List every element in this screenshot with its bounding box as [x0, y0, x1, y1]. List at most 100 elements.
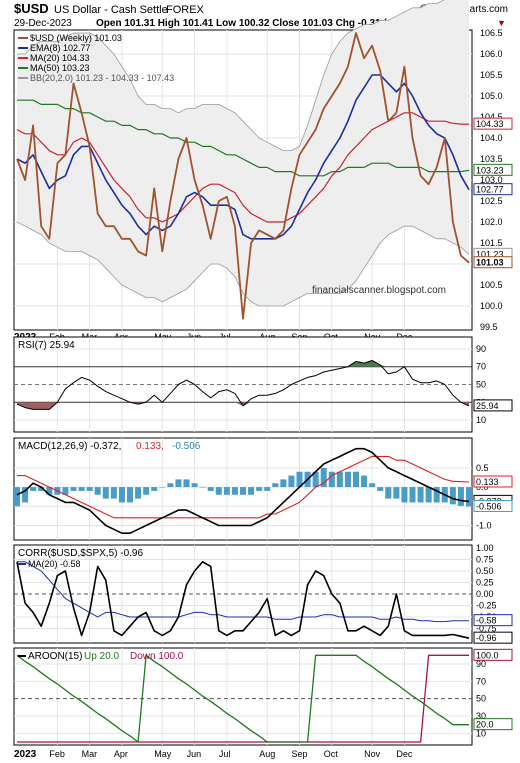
- price-tick-label: 102.0: [480, 217, 503, 227]
- macd-hist-bar: [38, 487, 45, 491]
- macd-hist-bar: [191, 483, 198, 488]
- rsi-tick-label: 50: [476, 380, 486, 390]
- ma50-value-tag: [473, 163, 513, 176]
- corr-tick-label: 0.25: [476, 578, 494, 588]
- price-tick-label: 104.5: [480, 112, 503, 122]
- corr-ma-value-tag-label: -0.58: [476, 616, 497, 626]
- bottom-month-label: Sep: [292, 749, 308, 759]
- macd-hist-bar: [102, 487, 109, 499]
- date-label: 29-Dec-2023: [14, 18, 72, 29]
- macd-hist-bar: [280, 479, 287, 488]
- aroon-tick-label: 50: [476, 694, 486, 704]
- aroon-tick-label: 90: [476, 659, 486, 669]
- bb-lower-line: [16, 221, 470, 307]
- macd-hist-bar: [86, 487, 93, 491]
- aroon-down-legend: Down 100.0: [130, 651, 184, 662]
- rsi-value-tag: [473, 399, 513, 412]
- price-tick-label: 106.0: [480, 49, 503, 59]
- macd-hist-bar: [352, 471, 360, 488]
- macd-hist-bar: [94, 487, 101, 495]
- rsi-overbought-fill: [17, 360, 469, 367]
- price-value-tag: [473, 256, 513, 269]
- price-tick-label: 103.0: [480, 175, 503, 185]
- aroon-down-value-tag: [473, 648, 513, 661]
- corr-ma-line: [17, 561, 469, 623]
- macd-hist-bar: [175, 479, 182, 488]
- macd-hist-bar: [361, 475, 368, 488]
- bottom-month-label: Feb: [49, 749, 65, 759]
- ma20-value-tag: [473, 117, 513, 130]
- price-value-tag-label: 101.03: [476, 258, 504, 268]
- watermark-label: financialscanner.blogspot.com: [312, 285, 446, 296]
- macd-hist-bar: [465, 487, 473, 507]
- ema-value-tag: [473, 183, 513, 196]
- macd-hist-bar: [78, 487, 85, 491]
- rsi-line: [16, 360, 470, 410]
- price-legend-entry: MA(50) 103.23: [30, 63, 90, 73]
- price-tick-label: 99.5: [480, 322, 498, 332]
- corr-tick-label: 1.00: [476, 543, 494, 553]
- corr-tick-label: 0.00: [476, 589, 494, 599]
- aroon-down-value-tag-label: 100.0: [476, 650, 499, 660]
- ma20-value-tag-label: 104.33: [476, 119, 504, 129]
- macd-hist-bar: [264, 487, 271, 491]
- bottom-month-label: Apr: [114, 749, 128, 759]
- bottom-month-label: Aug: [259, 749, 275, 759]
- price-tick-label: 104.0: [480, 133, 503, 143]
- macd-hist-bar: [417, 487, 424, 503]
- macd-hist-bar: [167, 483, 174, 488]
- macd-hist-bar: [344, 471, 351, 488]
- bottom-month-label: Jun: [187, 749, 202, 759]
- bottom-month-label: Mar: [82, 749, 98, 759]
- price-tick-label: 103.5: [480, 154, 503, 164]
- bottom-year-label: 2023: [14, 749, 37, 760]
- aroon-tick-label: 30: [476, 711, 486, 721]
- macd-hist-bar: [256, 487, 263, 491]
- macd-hist-bar: [13, 487, 21, 507]
- macd-hist-bar: [449, 487, 456, 505]
- price-legend-entry: BB(20,2.0) 101.23 - 104.33 - 107.43: [30, 73, 174, 83]
- macd-hist-bar: [118, 487, 125, 503]
- price-legend-entry: $USD (Weekly) 101.03: [30, 33, 122, 43]
- corr-value-tag: [473, 631, 513, 644]
- macd-hist-bar: [296, 471, 303, 488]
- price-legend-entry: MA(20) 104.33: [30, 53, 90, 63]
- aroon-panel-frame: [13, 647, 473, 746]
- macd-legend: MACD(12,26,9) -0.372,: [18, 441, 121, 452]
- bb-lower-value-tag-label: 101.23: [476, 249, 504, 259]
- macd-hist-bar: [320, 467, 327, 488]
- price-tick-label: 105.5: [480, 70, 503, 80]
- macd-hist-bar: [223, 487, 230, 495]
- price-tick-label: 101.5: [480, 238, 503, 248]
- macd-signal-value-tag-label: 0.133: [476, 477, 499, 487]
- aroon-down-line: [17, 654, 469, 743]
- aroon-up-value-tag-label: 20.0: [476, 720, 494, 730]
- macd-hist-bar: [336, 471, 343, 488]
- ma20-line: [16, 112, 469, 223]
- corr-line: [16, 560, 470, 639]
- aroon-up-value-tag: [473, 718, 513, 731]
- macd-hist-bar: [231, 487, 238, 495]
- bottom-month-label: Nov: [364, 749, 381, 759]
- ema-value-tag-label: 102.77: [476, 185, 504, 195]
- macd-hist-bar: [199, 487, 206, 488]
- corr-ma-legend: MA(20) -0.58: [28, 559, 81, 569]
- macd-hist-bar: [62, 487, 69, 495]
- corr-tick-label: 0.50: [476, 566, 494, 576]
- symbol-title: $USD: [14, 1, 49, 16]
- aroon-legend: AROON(15): [28, 651, 82, 662]
- macd-hist-bar: [433, 487, 440, 503]
- macd-hist-bar: [135, 487, 142, 499]
- macd-hist-bar: [70, 487, 77, 491]
- aroon-up-legend: Up 20.0: [84, 651, 119, 662]
- corr-tick-label: -0.25: [476, 601, 497, 611]
- macd-hist-value-tag-label: -0.506: [476, 502, 502, 512]
- rsi-value-tag-label: 25.94: [476, 401, 499, 411]
- corr-tick-label: 0.75: [476, 555, 494, 565]
- price-tick-label: 106.5: [480, 28, 503, 38]
- macd-signal-line: [17, 455, 470, 519]
- price-tick-label: 102.5: [480, 196, 503, 206]
- chart-panels: 99.5100.0100.5101.0101.5102.0102.5103.01…: [13, 0, 513, 760]
- aroon-tick-label: 10: [476, 728, 486, 738]
- macd-hist-bar: [328, 471, 335, 488]
